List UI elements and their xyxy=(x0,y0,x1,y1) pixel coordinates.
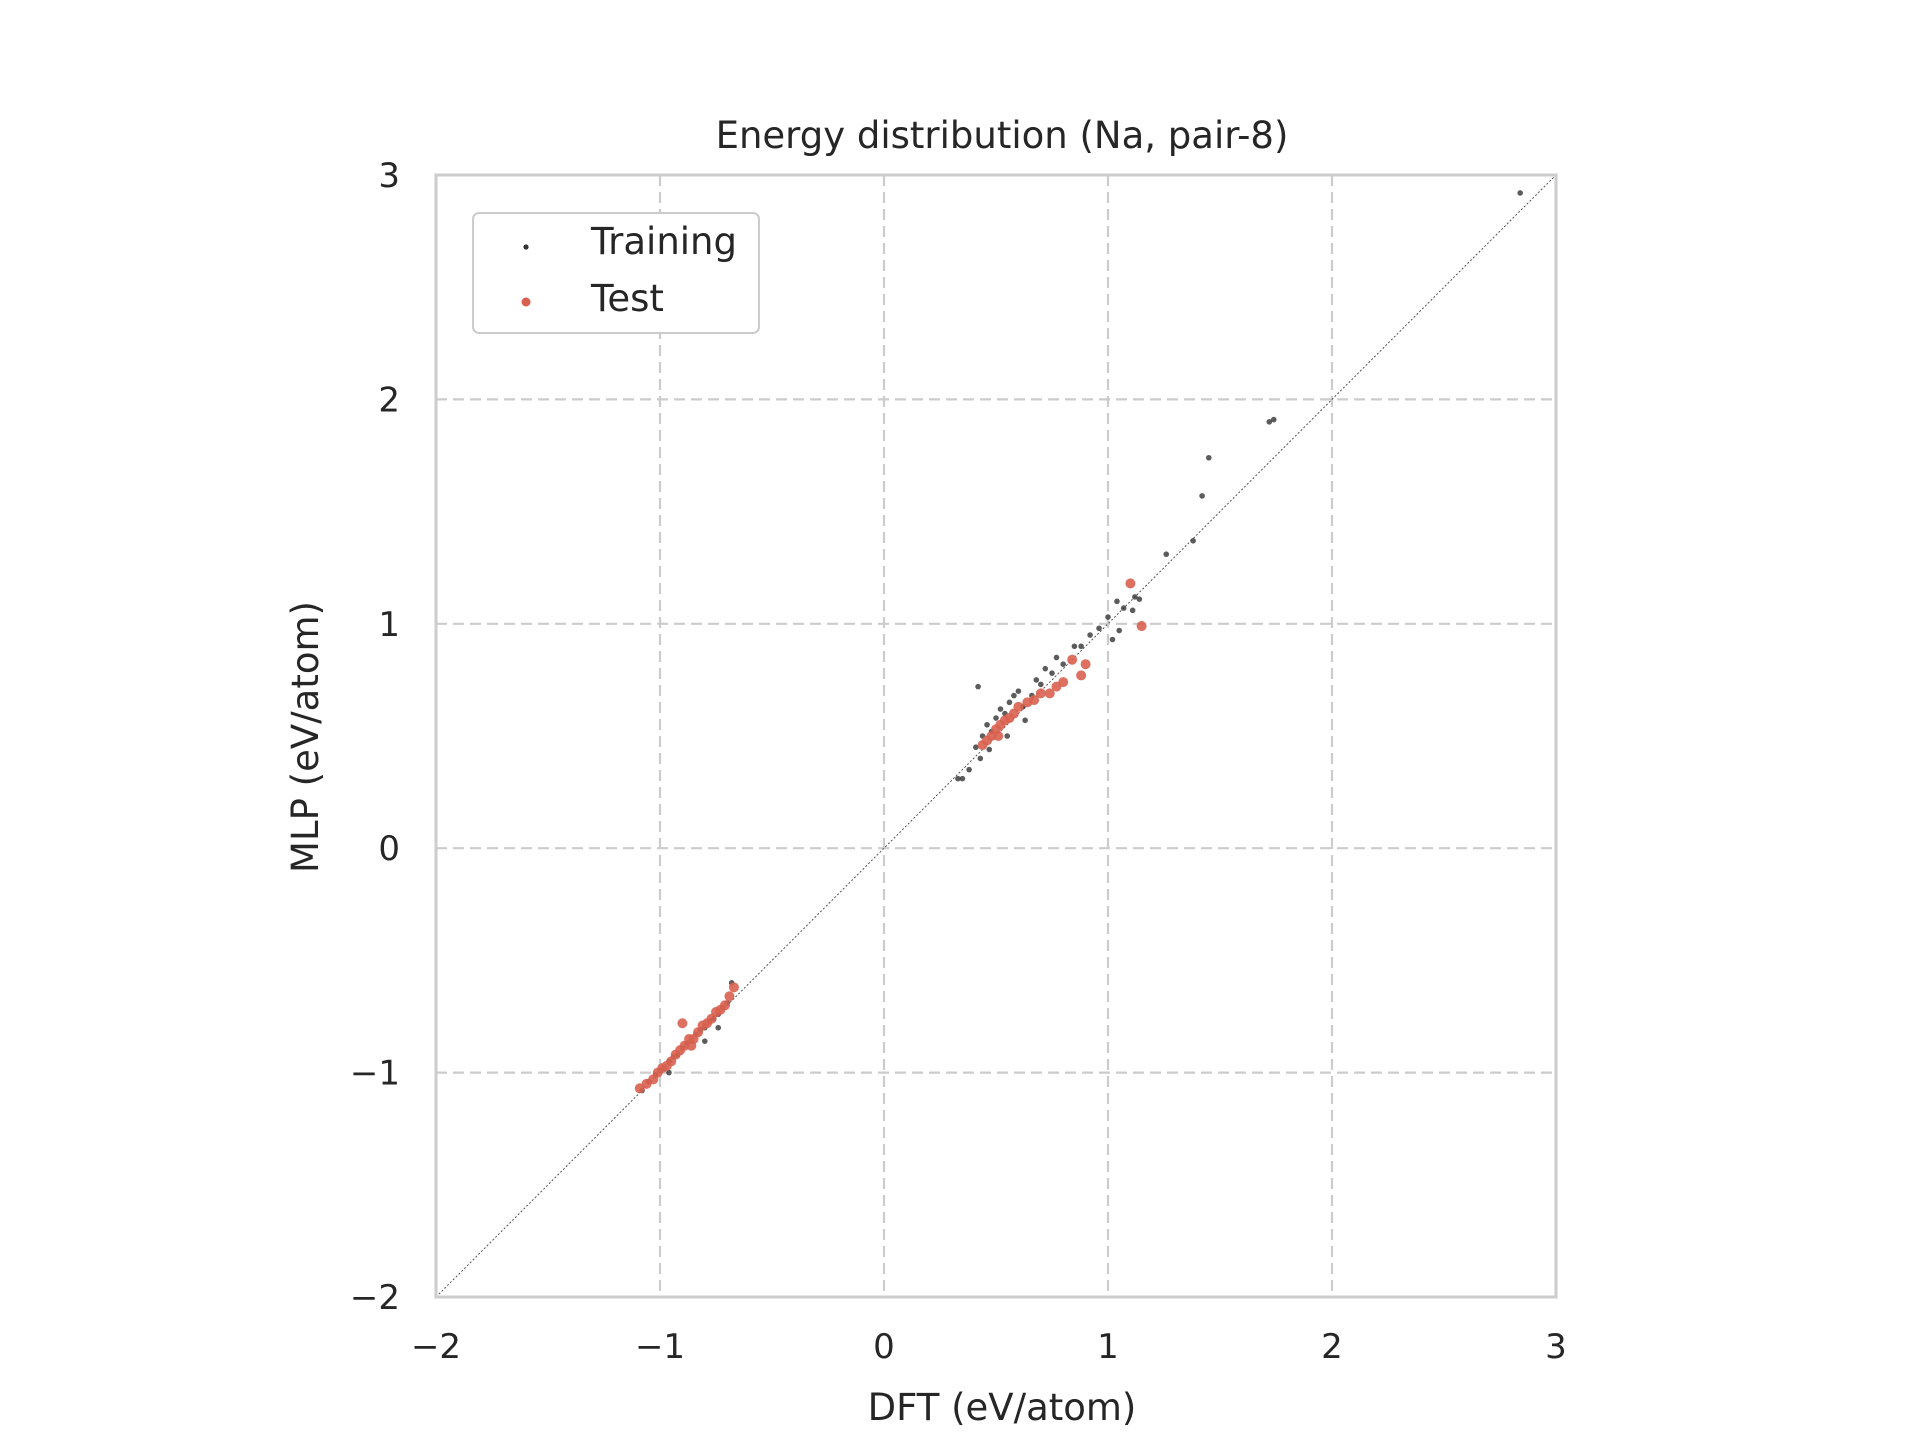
test-point xyxy=(1008,708,1019,719)
training-point xyxy=(1071,643,1078,650)
y-tick-label: −1 xyxy=(350,1054,400,1094)
x-tick-label: 0 xyxy=(873,1327,895,1367)
test-point xyxy=(1125,578,1136,589)
training-point xyxy=(1078,643,1084,650)
training-point xyxy=(1049,670,1055,676)
test-point xyxy=(719,1000,730,1011)
test-point xyxy=(686,1040,697,1051)
training-point xyxy=(666,1069,672,1076)
training-point xyxy=(1038,681,1044,688)
test-point xyxy=(728,982,739,993)
training-point xyxy=(1004,733,1010,739)
test-point xyxy=(1044,688,1055,699)
training-point xyxy=(1266,419,1273,425)
training-point xyxy=(1270,416,1277,423)
training-point xyxy=(1109,636,1116,643)
test-point xyxy=(1029,695,1040,706)
x-tick-label: 2 xyxy=(1321,1327,1343,1367)
training-point xyxy=(1105,614,1111,620)
test-point xyxy=(1058,677,1069,688)
training-point xyxy=(1199,493,1205,499)
training-point xyxy=(1116,627,1122,634)
test-point xyxy=(1080,659,1091,670)
training-point xyxy=(1033,677,1040,683)
test-series xyxy=(634,578,1147,1094)
test-point xyxy=(1035,688,1046,699)
training-point xyxy=(966,766,972,773)
y-tick-label: 3 xyxy=(378,156,400,196)
x-tick-label: 3 xyxy=(1545,1327,1567,1367)
y-tick-label: 2 xyxy=(378,380,400,420)
training-point xyxy=(975,683,981,690)
training-point xyxy=(973,744,979,751)
training-point xyxy=(1132,594,1138,600)
training-point xyxy=(955,775,961,782)
training-point xyxy=(715,1024,722,1031)
training-point xyxy=(1190,537,1196,544)
training-point xyxy=(1022,717,1028,724)
test-point xyxy=(724,991,735,1002)
test-point xyxy=(1076,670,1087,681)
plot-frame xyxy=(434,173,1558,1299)
x-tick-label: −1 xyxy=(635,1327,685,1367)
grid-lines xyxy=(436,175,1556,1297)
test-point xyxy=(1136,621,1147,632)
legend-marker-test xyxy=(521,297,531,307)
y-axis-label: MLP (eV/atom) xyxy=(284,601,327,873)
training-point xyxy=(1006,699,1013,706)
training-point xyxy=(1136,596,1143,602)
training-point xyxy=(1114,598,1120,605)
training-point xyxy=(1517,190,1523,196)
y-tick-label: −2 xyxy=(350,1278,400,1318)
y-axis-ticks: −2 −1 0 1 2 3 xyxy=(350,156,400,1318)
test-point xyxy=(1067,654,1078,665)
training-point xyxy=(1042,665,1049,672)
training-point xyxy=(1163,551,1170,558)
x-axis-ticks: −2 −1 0 1 2 3 xyxy=(411,1327,1567,1367)
legend-marker-training xyxy=(523,244,529,250)
training-point xyxy=(977,755,984,762)
training-point xyxy=(1015,688,1022,694)
training-point xyxy=(959,775,966,782)
test-point xyxy=(677,1018,688,1029)
legend: Training Test xyxy=(472,212,760,334)
x-axis-label: DFT (eV/atom) xyxy=(868,1386,1137,1429)
training-point xyxy=(993,715,999,721)
legend-box xyxy=(472,212,760,334)
test-point xyxy=(993,731,1004,741)
training-point xyxy=(997,706,1004,712)
training-point xyxy=(1053,654,1060,661)
training-point xyxy=(1096,625,1102,632)
training-point xyxy=(1206,454,1212,461)
training-point xyxy=(1120,605,1127,611)
training-point xyxy=(1060,661,1066,667)
x-tick-label: 1 xyxy=(1097,1327,1119,1367)
x-tick-label: −2 xyxy=(411,1327,461,1367)
training-point xyxy=(702,1038,708,1044)
y-tick-label: 1 xyxy=(378,605,400,645)
training-point xyxy=(1129,607,1136,614)
chart-title: Energy distribution (Na, pair-8) xyxy=(716,114,1289,157)
legend-label-training: Training xyxy=(590,220,737,263)
legend-label-test: Test xyxy=(590,277,664,320)
training-point xyxy=(1011,692,1017,699)
y-tick-label: 0 xyxy=(378,829,400,869)
training-point xyxy=(1087,632,1093,638)
training-point xyxy=(984,721,990,728)
training-point xyxy=(986,746,993,753)
